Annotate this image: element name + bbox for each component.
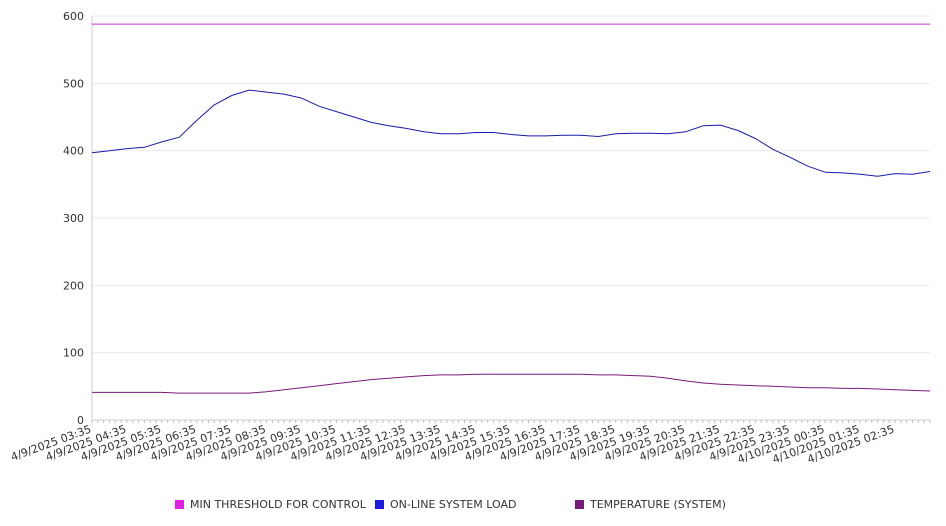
y-tick-label-0: 0 xyxy=(77,414,84,427)
y-tick-label-2: 200 xyxy=(63,279,84,292)
legend-label-min-threshold: MIN THRESHOLD FOR CONTROL xyxy=(190,498,366,511)
legend-label-temperature: TEMPERATURE (SYSTEM) xyxy=(590,498,726,511)
legend-swatch-system-load xyxy=(375,500,384,509)
legend-item-system-load[interactable]: ON-LINE SYSTEM LOAD xyxy=(375,498,516,511)
y-tick-label-6: 600 xyxy=(63,10,84,23)
y-tick-label-4: 400 xyxy=(63,145,84,158)
legend-item-min-threshold[interactable]: MIN THRESHOLD FOR CONTROL xyxy=(175,498,366,511)
legend-swatch-temperature xyxy=(575,500,584,509)
legend-label-system-load: ON-LINE SYSTEM LOAD xyxy=(390,498,517,511)
y-tick-label-5: 500 xyxy=(63,77,84,90)
series-layer xyxy=(91,23,931,394)
series-line-1 xyxy=(91,89,931,177)
series-line-2 xyxy=(92,373,931,394)
y-tick-label-1: 100 xyxy=(63,347,84,360)
gridlines xyxy=(92,15,930,354)
x-axis-ticks: 4/9/2025 03:354/9/2025 04:354/9/2025 05:… xyxy=(9,420,931,466)
legend-item-temperature[interactable]: TEMPERATURE (SYSTEM) xyxy=(575,498,726,511)
legend-swatch-min-threshold xyxy=(175,500,184,509)
y-axis-ticks: 0 100 200 300 400 500 600 xyxy=(63,10,84,427)
legend: MIN THRESHOLD FOR CONTROL ON-LINE SYSTEM… xyxy=(0,498,946,514)
y-tick-label-3: 300 xyxy=(63,212,84,225)
